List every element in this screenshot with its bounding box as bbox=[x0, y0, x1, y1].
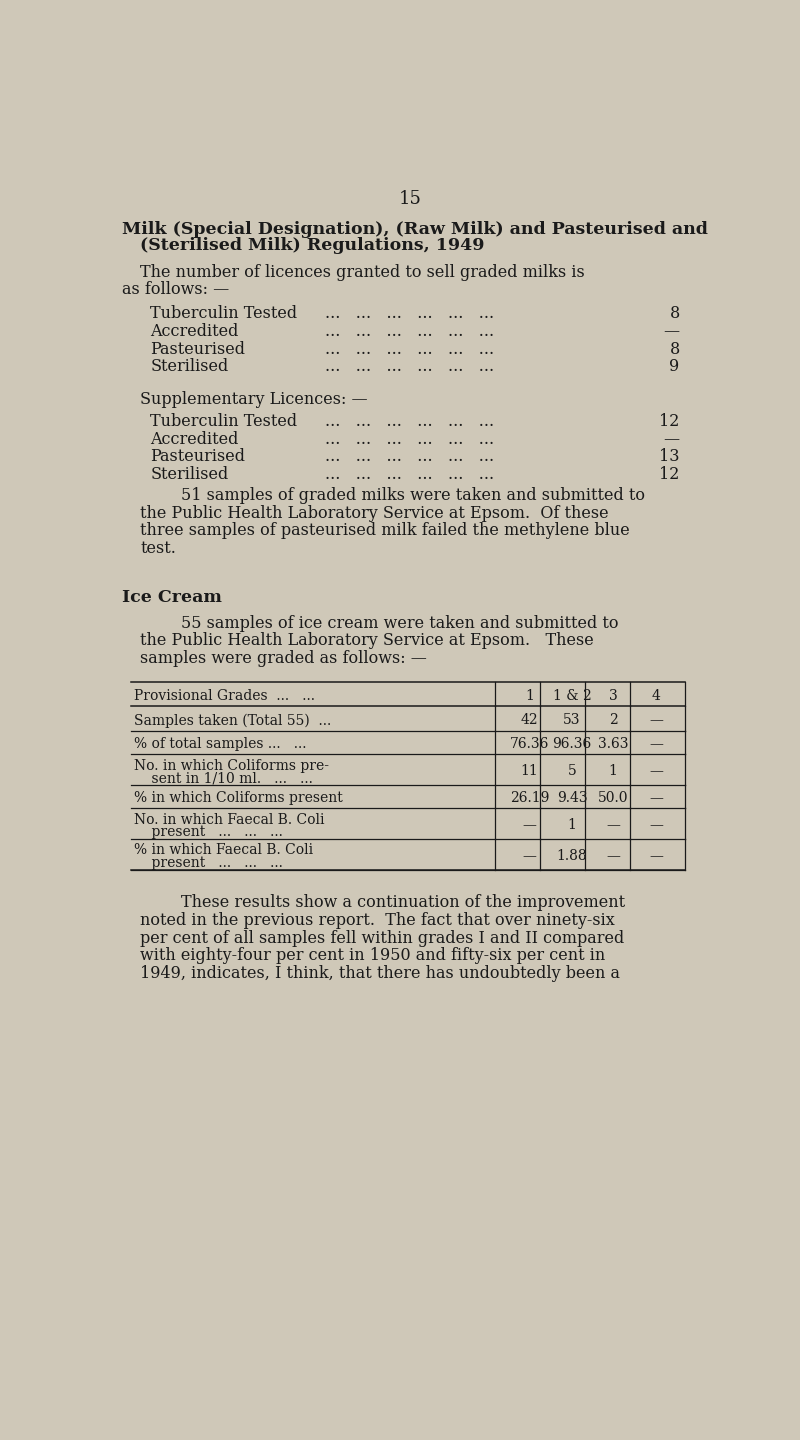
Text: —: — bbox=[650, 737, 663, 752]
Text: Milk (Special Designation), (Raw Milk) and Pasteurised and: Milk (Special Designation), (Raw Milk) a… bbox=[122, 220, 707, 238]
Text: present   ...   ...   ...: present ... ... ... bbox=[134, 855, 283, 870]
Text: —: — bbox=[650, 818, 663, 832]
Text: —: — bbox=[522, 818, 536, 832]
Text: —: — bbox=[663, 323, 680, 340]
Text: The number of licences granted to sell graded milks is: The number of licences granted to sell g… bbox=[140, 264, 585, 281]
Text: Sterilised: Sterilised bbox=[150, 467, 229, 484]
Text: Supplementary Licences: —: Supplementary Licences: — bbox=[140, 392, 368, 409]
Text: ...   ...   ...   ...   ...   ...: ... ... ... ... ... ... bbox=[325, 323, 494, 340]
Text: % in which Coliforms present: % in which Coliforms present bbox=[134, 791, 343, 805]
Text: 1: 1 bbox=[609, 765, 618, 778]
Text: 50.0: 50.0 bbox=[598, 791, 628, 805]
Text: 1 & 2: 1 & 2 bbox=[553, 690, 591, 704]
Text: test.: test. bbox=[140, 540, 176, 557]
Text: ...   ...   ...   ...   ...   ...: ... ... ... ... ... ... bbox=[325, 448, 494, 465]
Text: Tuberculin Tested: Tuberculin Tested bbox=[150, 413, 298, 431]
Text: 8: 8 bbox=[670, 341, 680, 357]
Text: 96.36: 96.36 bbox=[552, 737, 592, 752]
Text: the Public Health Laboratory Service at Epsom.  Of these: the Public Health Laboratory Service at … bbox=[140, 504, 609, 521]
Text: 12: 12 bbox=[659, 467, 680, 484]
Text: Pasteurised: Pasteurised bbox=[150, 341, 246, 357]
Text: 76.36: 76.36 bbox=[510, 737, 549, 752]
Text: 1.88: 1.88 bbox=[557, 848, 587, 863]
Text: ...   ...   ...   ...   ...   ...: ... ... ... ... ... ... bbox=[325, 341, 494, 357]
Text: No. in which Faecal B. Coli: No. in which Faecal B. Coli bbox=[134, 812, 325, 827]
Text: —: — bbox=[663, 431, 680, 448]
Text: These results show a continuation of the improvement: These results show a continuation of the… bbox=[140, 894, 626, 912]
Text: per cent of all samples fell within grades I and II compared: per cent of all samples fell within grad… bbox=[140, 930, 625, 946]
Text: 1: 1 bbox=[525, 690, 534, 704]
Text: 12: 12 bbox=[659, 413, 680, 431]
Text: —: — bbox=[650, 791, 663, 805]
Text: % of total samples ...   ...: % of total samples ... ... bbox=[134, 737, 306, 752]
Text: —: — bbox=[606, 848, 620, 863]
Text: Tuberculin Tested: Tuberculin Tested bbox=[150, 305, 298, 323]
Text: ...   ...   ...   ...   ...   ...: ... ... ... ... ... ... bbox=[325, 431, 494, 448]
Text: present   ...   ...   ...: present ... ... ... bbox=[134, 825, 283, 840]
Text: No. in which Coliforms pre-: No. in which Coliforms pre- bbox=[134, 759, 329, 773]
Text: samples were graded as follows: —: samples were graded as follows: — bbox=[140, 651, 427, 667]
Text: Accredited: Accredited bbox=[150, 323, 238, 340]
Text: —: — bbox=[650, 848, 663, 863]
Text: Ice Cream: Ice Cream bbox=[122, 589, 222, 606]
Text: 11: 11 bbox=[521, 765, 538, 778]
Text: the Public Health Laboratory Service at Epsom.   These: the Public Health Laboratory Service at … bbox=[140, 632, 594, 649]
Text: —: — bbox=[522, 848, 536, 863]
Text: —: — bbox=[650, 713, 663, 727]
Text: noted in the previous report.  The fact that over ninety-six: noted in the previous report. The fact t… bbox=[140, 912, 615, 929]
Text: 3: 3 bbox=[609, 690, 618, 704]
Text: 42: 42 bbox=[521, 713, 538, 727]
Text: 13: 13 bbox=[659, 448, 680, 465]
Text: (Sterilised Milk) Regulations, 1949: (Sterilised Milk) Regulations, 1949 bbox=[140, 238, 485, 255]
Text: 26.19: 26.19 bbox=[510, 791, 549, 805]
Text: 55 samples of ice cream were taken and submitted to: 55 samples of ice cream were taken and s… bbox=[140, 615, 619, 632]
Text: 2: 2 bbox=[609, 713, 618, 727]
Text: ...   ...   ...   ...   ...   ...: ... ... ... ... ... ... bbox=[325, 305, 494, 323]
Text: 4: 4 bbox=[652, 690, 661, 704]
Text: Pasteurised: Pasteurised bbox=[150, 448, 246, 465]
Text: —: — bbox=[606, 818, 620, 832]
Text: ...   ...   ...   ...   ...   ...: ... ... ... ... ... ... bbox=[325, 359, 494, 376]
Text: three samples of pasteurised milk failed the methylene blue: three samples of pasteurised milk failed… bbox=[140, 523, 630, 540]
Text: 8: 8 bbox=[670, 305, 680, 323]
Text: 9: 9 bbox=[670, 359, 680, 376]
Text: % in which Faecal B. Coli: % in which Faecal B. Coli bbox=[134, 844, 314, 857]
Text: 5: 5 bbox=[568, 765, 576, 778]
Text: 53: 53 bbox=[563, 713, 581, 727]
Text: 9.43: 9.43 bbox=[557, 791, 587, 805]
Text: 1949, indicates, I think, that there has undoubtedly been a: 1949, indicates, I think, that there has… bbox=[140, 965, 620, 982]
Text: 15: 15 bbox=[398, 190, 422, 207]
Text: Provisional Grades  ...   ...: Provisional Grades ... ... bbox=[134, 690, 315, 704]
Text: ...   ...   ...   ...   ...   ...: ... ... ... ... ... ... bbox=[325, 413, 494, 431]
Text: with eighty-four per cent in 1950 and fifty-six per cent in: with eighty-four per cent in 1950 and fi… bbox=[140, 948, 606, 965]
Text: —: — bbox=[650, 765, 663, 778]
Text: Accredited: Accredited bbox=[150, 431, 238, 448]
Text: 1: 1 bbox=[567, 818, 577, 832]
Text: sent in 1/10 ml.   ...   ...: sent in 1/10 ml. ... ... bbox=[134, 770, 313, 785]
Text: as follows: —: as follows: — bbox=[122, 281, 229, 298]
Text: Sterilised: Sterilised bbox=[150, 359, 229, 376]
Text: ...   ...   ...   ...   ...   ...: ... ... ... ... ... ... bbox=[325, 467, 494, 484]
Text: 3.63: 3.63 bbox=[598, 737, 628, 752]
Text: 51 samples of graded milks were taken and submitted to: 51 samples of graded milks were taken an… bbox=[140, 487, 646, 504]
Text: Samples taken (Total 55)  ...: Samples taken (Total 55) ... bbox=[134, 713, 331, 727]
